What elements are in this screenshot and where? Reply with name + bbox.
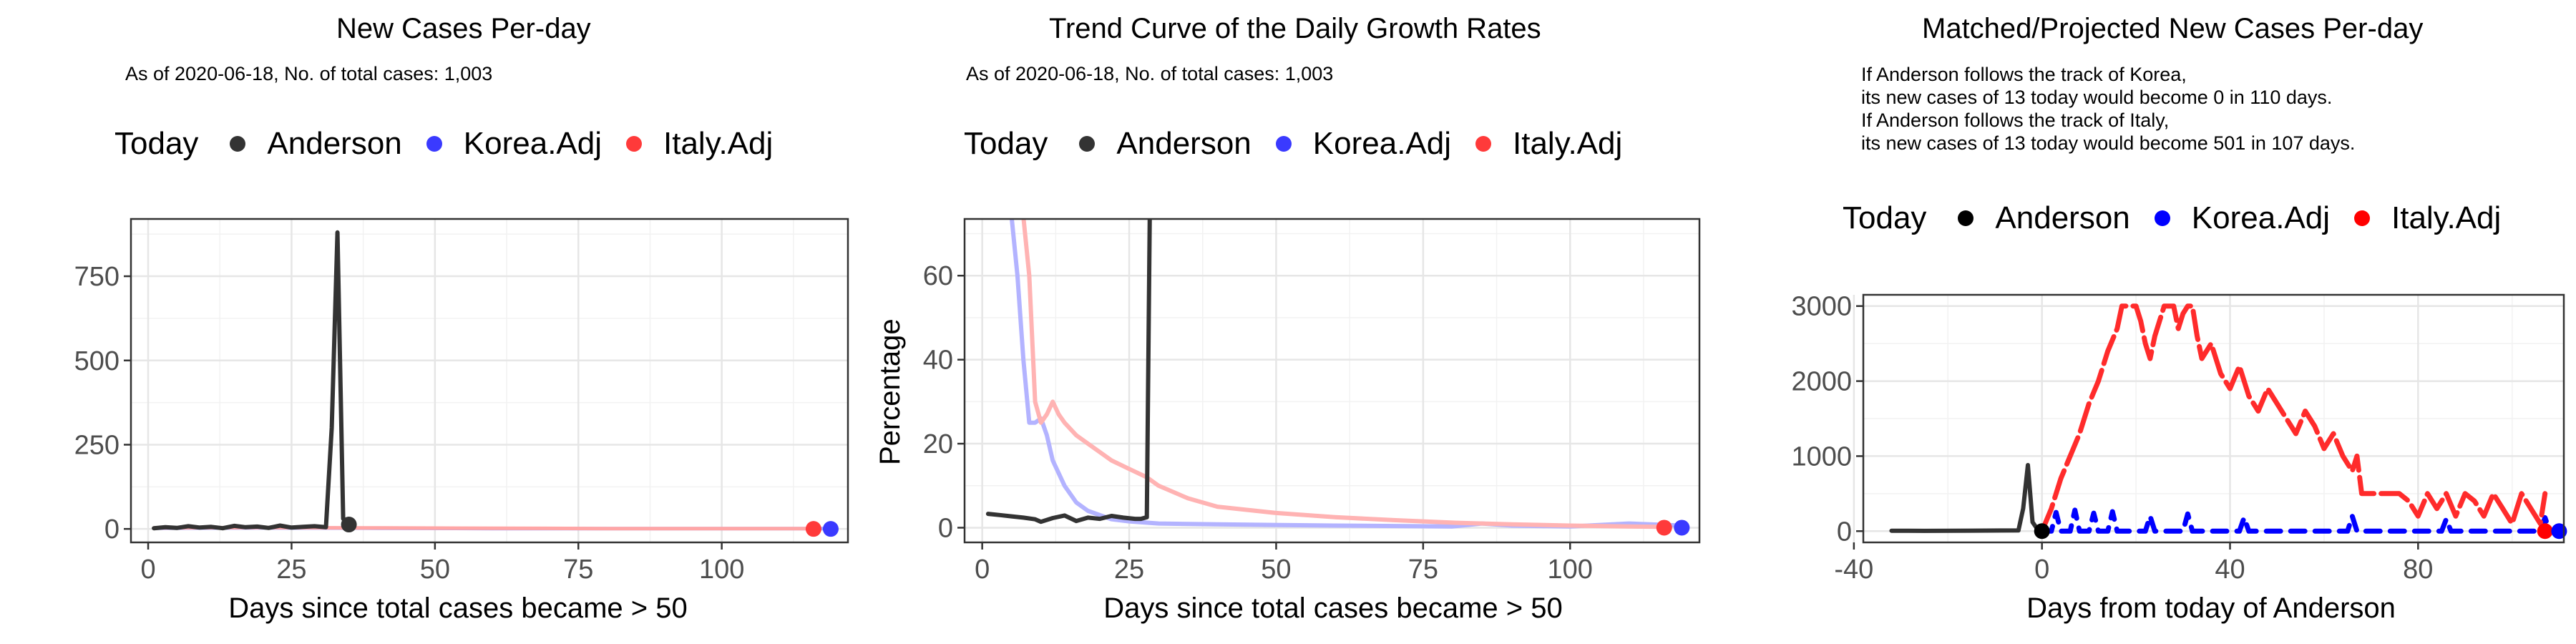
- y-tick-label: 750: [74, 262, 119, 292]
- plot-border: [963, 218, 1701, 544]
- chart-plot: -40 0 40 80 0 1000 2000 3000: [1791, 292, 2567, 585]
- plot-border: [130, 218, 849, 544]
- series-line-anderson: [985, 219, 1152, 525]
- x-tick-label: 80: [2403, 555, 2433, 585]
- y-tick-label: 40: [923, 346, 953, 376]
- legend-dot-icon: [1079, 136, 1096, 152]
- chart-plot: 0 25 50 75 100 0 250 500 750: [74, 218, 849, 585]
- y-tick-label: 60: [923, 261, 953, 291]
- today-point-anderson: [2034, 523, 2050, 540]
- y-tick-label: 3000: [1791, 292, 1852, 322]
- y-tick-label: 1000: [1791, 441, 1852, 472]
- legend-dot-icon: [230, 136, 246, 152]
- x-tick-label: 50: [1261, 555, 1291, 585]
- chart-subtitle: As of 2020-06-18, No. of total cases: 1,…: [125, 63, 493, 84]
- series-line-anderson: [152, 230, 351, 531]
- legend-title: Today: [114, 126, 199, 161]
- legend-label: Korea.Adj: [1312, 126, 1452, 161]
- chart-title: New Cases Per-day: [336, 13, 591, 44]
- legend-label: Italy.Adj: [1513, 126, 1623, 161]
- series-line-italy-adj: [2039, 303, 2548, 534]
- series-line-korea-adj: [2039, 507, 2562, 534]
- legend-item-italy: Italy.Adj: [626, 126, 773, 162]
- legend-item-anderson: Anderson: [230, 126, 402, 162]
- y-tick-label: 0: [1837, 517, 1852, 547]
- chart-panel-growth-rates: Trend Curve of the Daily Growth Rates As…: [859, 0, 1717, 644]
- x-tick-label: 100: [1548, 555, 1593, 585]
- y-tick-label: 250: [74, 430, 119, 460]
- x-tick-label: 50: [420, 555, 450, 585]
- legend-label: Italy.Adj: [663, 126, 774, 161]
- legend-title: Today: [964, 126, 1048, 161]
- x-tick-label: -40: [1834, 555, 1873, 585]
- legend: Today Anderson Korea.Adj Italy.Adj: [114, 126, 797, 162]
- x-tick-label: 25: [276, 555, 306, 585]
- y-tick-label: 20: [923, 429, 953, 459]
- legend-item-korea: Korea.Adj: [426, 126, 602, 162]
- projection-note: If Anderson follows the track of Korea, …: [1861, 63, 2355, 155]
- plot-border: [1862, 293, 2565, 544]
- x-tick-label: 0: [975, 555, 990, 585]
- legend-dot-icon: [1958, 210, 1974, 226]
- series-line-italy-adj: [1021, 219, 1667, 530]
- x-axis-label: Days since total cases became > 50: [228, 592, 688, 624]
- legend-item-italy: Italy.Adj: [2354, 200, 2501, 236]
- note-line: If Anderson follows the track of Italy,: [1861, 109, 2170, 131]
- note-line: its new cases of 13 today would become 5…: [1861, 132, 2356, 154]
- legend-dot-icon: [2354, 210, 2371, 226]
- series-group: [985, 219, 1684, 530]
- legend-item-korea: Korea.Adj: [1275, 126, 1452, 162]
- note-line: If Anderson follows the track of Korea,: [1861, 64, 2187, 85]
- series-line-korea-adj: [1009, 219, 1684, 529]
- x-tick-label: 0: [140, 555, 155, 585]
- legend-dot-icon: [2154, 210, 2170, 226]
- legend-label: Anderson: [1116, 126, 1252, 161]
- chart-panel-new-cases: New Cases Per-day As of 2020-06-18, No. …: [0, 0, 859, 644]
- x-tick-label: 75: [1408, 555, 1438, 585]
- x-axis-label: Days from today of Anderson: [2026, 592, 2396, 624]
- legend: Today Anderson Korea.Adj Italy.Adj: [964, 126, 1646, 162]
- legend-item-anderson: Anderson: [1958, 200, 2130, 236]
- legend-dot-icon: [626, 136, 643, 152]
- x-tick-label: 25: [1114, 555, 1144, 585]
- legend-label: Korea.Adj: [463, 126, 602, 161]
- x-tick-label: 75: [563, 555, 593, 585]
- today-point-korea-adj: [1674, 519, 1690, 536]
- legend-dot-icon: [1475, 136, 1492, 152]
- legend: Today Anderson Korea.Adj Italy.Adj: [1843, 200, 2525, 236]
- today-point-korea-adj: [822, 521, 839, 537]
- legend-item-italy: Italy.Adj: [1475, 126, 1622, 162]
- legend-label: Anderson: [1995, 200, 2130, 235]
- today-point-anderson: [341, 517, 357, 533]
- x-tick-label: 0: [2034, 555, 2049, 585]
- legend-item-korea: Korea.Adj: [2154, 200, 2331, 236]
- note-line: its new cases of 13 today would become 0…: [1861, 87, 2333, 108]
- y-axis-label: Percentage: [874, 318, 906, 465]
- y-tick-label: 500: [74, 346, 119, 376]
- series-group: [152, 230, 833, 531]
- series-line-anderson: [1889, 463, 2044, 533]
- chart-title: Matched/Projected New Cases Per-day: [1922, 13, 2424, 44]
- today-point-italy-adj: [805, 521, 821, 537]
- x-tick-label: 100: [699, 555, 744, 585]
- y-tick-label: 0: [104, 514, 119, 545]
- chart-subtitle: As of 2020-06-18, No. of total cases: 1,…: [966, 63, 1334, 84]
- x-tick-label: 40: [2215, 555, 2245, 585]
- legend-dot-icon: [1275, 136, 1292, 152]
- chart-title: Trend Curve of the Daily Growth Rates: [1049, 13, 1541, 44]
- legend-label: Anderson: [267, 126, 402, 161]
- chart-panel-projected: Matched/Projected New Cases Per-day If A…: [1717, 0, 2576, 644]
- today-point-italy-adj: [1656, 519, 1672, 536]
- legend-label: Korea.Adj: [2191, 200, 2331, 235]
- legend-label: Italy.Adj: [2391, 200, 2502, 235]
- today-point-italy-adj: [2537, 523, 2553, 540]
- chart-plot: 0 25 50 75 100 0 20 40 60: [923, 218, 1701, 585]
- legend-title: Today: [1843, 200, 1927, 235]
- legend-item-anderson: Anderson: [1079, 126, 1252, 162]
- y-tick-label: 2000: [1791, 367, 1852, 397]
- x-axis-label: Days since total cases became > 50: [1103, 592, 1563, 624]
- legend-dot-icon: [426, 136, 442, 152]
- y-tick-label: 0: [938, 513, 953, 543]
